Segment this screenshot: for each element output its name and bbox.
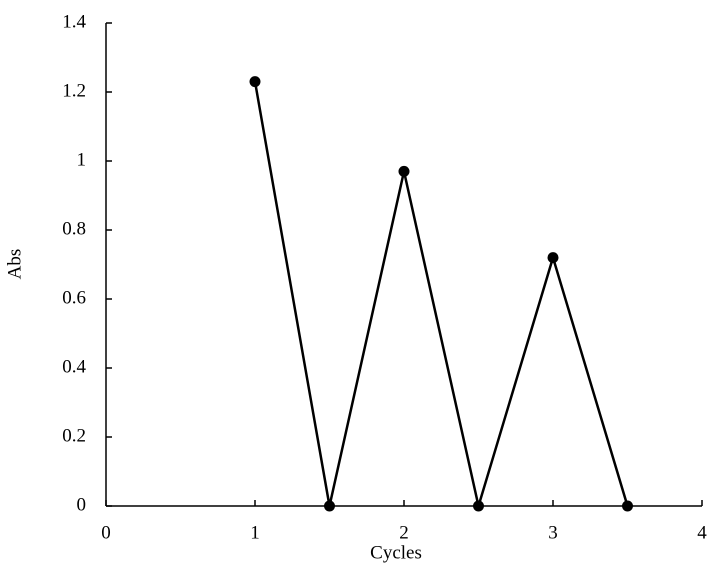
- x-tick-label: 0: [101, 522, 111, 543]
- point: [249, 76, 261, 88]
- point: [324, 500, 335, 512]
- x-tick-label: 3: [548, 522, 558, 543]
- point: [398, 165, 410, 177]
- x-tick-label: 4: [697, 522, 707, 543]
- x-tick-label: 1: [250, 522, 260, 543]
- y-tick-label: 0.8: [62, 218, 86, 239]
- y-axis-label: Abs: [4, 249, 25, 280]
- point: [622, 500, 633, 512]
- y-tick-label: 0.2: [62, 425, 86, 446]
- y-tick-label: 0: [77, 494, 87, 515]
- x-tick-label: 2: [399, 522, 409, 543]
- y-tick-label: 1: [77, 149, 87, 170]
- y-tick-label: 0.6: [62, 287, 86, 308]
- y-tick-label: 0.4: [62, 356, 86, 377]
- x-axis-label: Cycles: [370, 542, 422, 563]
- line: [253, 81, 629, 511]
- point: [547, 252, 559, 264]
- y-tick-label: 1.4: [62, 11, 86, 32]
- point: [473, 500, 484, 512]
- y-tick-label: 1.2: [62, 80, 86, 101]
